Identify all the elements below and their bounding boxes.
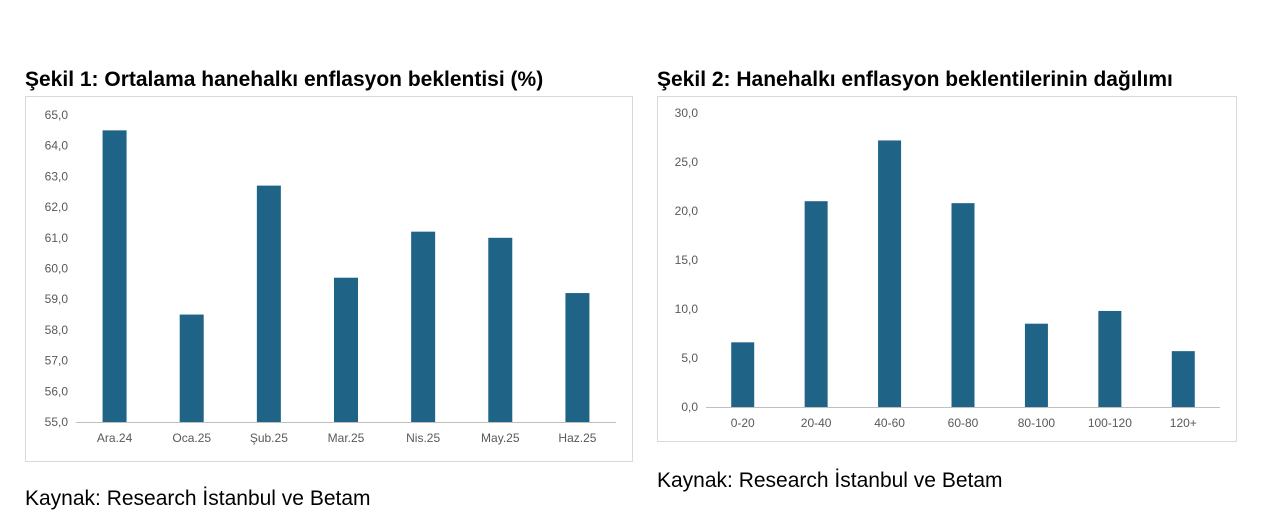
x-tick-label: 60-80 xyxy=(948,416,979,430)
bar-Haz.25 xyxy=(565,293,590,422)
x-tick-label: Haz.25 xyxy=(558,431,596,445)
bar-Şub.25 xyxy=(256,185,281,422)
bar-40-60 xyxy=(878,140,902,407)
x-tick-label: 20-40 xyxy=(801,416,832,430)
y-tick-label: 57,0 xyxy=(45,354,69,368)
y-tick-label: 62,0 xyxy=(45,200,69,214)
y-tick-label: 61,0 xyxy=(45,231,69,245)
y-tick-label: 58,0 xyxy=(45,323,69,337)
x-tick-label: Ara.24 xyxy=(97,431,133,445)
bar-Ara.24 xyxy=(102,130,127,422)
figure1-source: Kaynak: Research İstanbul ve Betam xyxy=(25,487,371,510)
chart2-svg: 0,0 5,0 10,0 15,0 20,0 25,0 30,0 0-20 20-40 40-60… xyxy=(675,106,1220,430)
bar-0-20 xyxy=(731,342,755,407)
chart2-container: 0,0 5,0 10,0 15,0 20,0 25,0 30,0 0-20 20-40 40-60… xyxy=(657,96,1237,442)
chart1-svg: 55,0 56,0 57,0 58,0 59,0 60,0 61,0 62,0 63,0 64,0… xyxy=(45,108,616,445)
bar-Oca.25 xyxy=(179,314,204,422)
y-tick-label: 25,0 xyxy=(675,155,699,169)
x-tick-label: Oca.25 xyxy=(172,431,211,445)
bar-May.25 xyxy=(488,237,513,422)
x-tick-label: 40-60 xyxy=(874,416,905,430)
figure2-source: Kaynak: Research İstanbul ve Betam xyxy=(657,469,1003,492)
chart1-container: 55,0 56,0 57,0 58,0 59,0 60,0 61,0 62,0 63,0 64,0… xyxy=(25,96,633,462)
bar-60-80 xyxy=(951,203,975,407)
bar-20-40 xyxy=(804,201,828,407)
y-tick-label: 15,0 xyxy=(675,253,699,267)
x-tick-label: May.25 xyxy=(481,431,520,445)
y-tick-label: 10,0 xyxy=(675,302,699,316)
figure2-title: Şekil 2: Hanehalkı enflasyon beklentiler… xyxy=(657,68,1173,91)
y-tick-label: 56,0 xyxy=(45,384,69,398)
x-tick-label: Şub.25 xyxy=(250,431,288,445)
bar-80-100 xyxy=(1024,323,1048,407)
y-tick-label: 20,0 xyxy=(675,204,699,218)
y-tick-label: 55,0 xyxy=(45,415,69,429)
figure1-title: Şekil 1: Ortalama hanehalkı enflasyon be… xyxy=(25,68,544,91)
y-tick-label: 65,0 xyxy=(45,108,69,122)
y-tick-label: 60,0 xyxy=(45,262,69,276)
bar-100-120 xyxy=(1098,310,1122,407)
bar-Nis.25 xyxy=(411,231,436,422)
y-tick-label: 64,0 xyxy=(45,139,69,153)
y-tick-label: 5,0 xyxy=(681,351,698,365)
bar-120+ xyxy=(1171,351,1195,407)
y-tick-label: 63,0 xyxy=(45,169,69,183)
x-tick-label: 80-100 xyxy=(1018,416,1056,430)
x-tick-label: 120+ xyxy=(1170,416,1197,430)
x-tick-label: 0-20 xyxy=(731,416,755,430)
x-tick-label: 100-120 xyxy=(1088,416,1132,430)
bar-Mar.25 xyxy=(334,277,358,422)
y-tick-label: 30,0 xyxy=(675,106,699,120)
x-tick-label: Mar.25 xyxy=(328,431,365,445)
y-tick-label: 0,0 xyxy=(681,400,698,414)
x-tick-label: Nis.25 xyxy=(406,431,440,445)
y-tick-label: 59,0 xyxy=(45,292,69,306)
